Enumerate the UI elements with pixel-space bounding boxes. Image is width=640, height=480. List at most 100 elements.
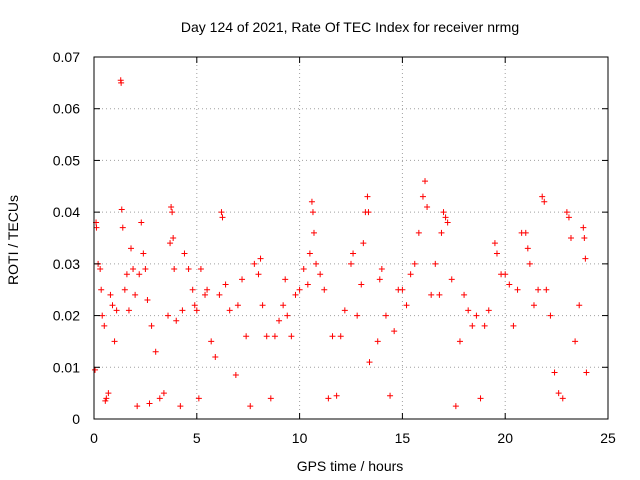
x-tick-label: 20 bbox=[497, 430, 513, 446]
data-point bbox=[438, 229, 445, 236]
data-point bbox=[310, 229, 317, 236]
data-point bbox=[251, 260, 258, 267]
data-point bbox=[436, 291, 443, 298]
data-point bbox=[309, 209, 316, 216]
x-tick-label: 5 bbox=[193, 430, 201, 446]
data-point bbox=[424, 203, 431, 210]
data-point bbox=[113, 307, 120, 314]
data-point bbox=[559, 395, 566, 402]
data-point bbox=[502, 271, 509, 278]
data-point bbox=[102, 397, 109, 404]
data-point bbox=[99, 312, 106, 319]
data-point bbox=[419, 193, 426, 200]
data-point bbox=[259, 302, 266, 309]
data-point bbox=[226, 307, 233, 314]
data-point bbox=[376, 276, 383, 283]
data-point bbox=[358, 281, 365, 288]
data-point bbox=[354, 312, 361, 319]
data-point bbox=[140, 250, 147, 257]
data-point bbox=[152, 348, 159, 355]
y-tick-label: 0.05 bbox=[53, 152, 80, 168]
data-point bbox=[167, 240, 174, 247]
data-point bbox=[477, 395, 484, 402]
data-point bbox=[97, 266, 104, 273]
data-point bbox=[134, 403, 141, 410]
plot-frame bbox=[93, 56, 609, 420]
data-point bbox=[280, 302, 287, 309]
y-tick-label: 0.04 bbox=[53, 204, 80, 220]
data-point bbox=[179, 307, 186, 314]
data-point bbox=[109, 302, 116, 309]
data-point bbox=[364, 193, 371, 200]
data-point bbox=[440, 209, 447, 216]
data-point bbox=[136, 271, 143, 278]
data-point bbox=[510, 322, 517, 329]
y-axis: 0 0.01 0.02 0.03 0.04 0.05 0.06 0.07 bbox=[53, 49, 608, 427]
data-point bbox=[382, 312, 389, 319]
data-point bbox=[567, 235, 574, 241]
y-tick-label: 0.06 bbox=[53, 101, 80, 117]
data-point bbox=[348, 260, 354, 267]
data-point bbox=[296, 286, 303, 293]
data-point bbox=[583, 369, 590, 376]
data-point bbox=[239, 276, 246, 283]
data-point bbox=[337, 333, 344, 340]
data-point bbox=[282, 276, 289, 283]
data-point bbox=[218, 209, 225, 216]
data-point bbox=[101, 322, 108, 329]
y-axis-label: ROTI / TECUs bbox=[5, 195, 21, 285]
data-point bbox=[171, 266, 178, 273]
data-point bbox=[452, 403, 459, 410]
data-point bbox=[284, 312, 291, 319]
data-point bbox=[118, 79, 125, 86]
data-point bbox=[208, 338, 215, 345]
data-point bbox=[524, 245, 531, 252]
data-point bbox=[92, 366, 99, 373]
x-axis-label: GPS time / hours bbox=[297, 458, 404, 474]
data-point bbox=[165, 312, 172, 319]
data-point bbox=[448, 276, 455, 283]
data-point bbox=[98, 286, 105, 293]
data-point bbox=[292, 291, 299, 298]
data-point bbox=[181, 250, 188, 257]
x-tick-label: 25 bbox=[600, 430, 616, 446]
data-point bbox=[111, 338, 118, 345]
chart-title: Day 124 of 2021, Rate Of TEC Index for r… bbox=[181, 19, 519, 35]
data-point bbox=[432, 260, 439, 267]
data-point bbox=[125, 307, 132, 314]
data-point bbox=[391, 328, 398, 335]
data-point bbox=[107, 291, 114, 298]
x-tick-label: 10 bbox=[292, 430, 308, 446]
data-point bbox=[156, 395, 163, 402]
data-point bbox=[539, 193, 546, 200]
data-point bbox=[234, 302, 241, 309]
data-point bbox=[317, 271, 324, 278]
data-point bbox=[308, 198, 315, 205]
data-point bbox=[216, 291, 223, 298]
data-point bbox=[177, 403, 184, 410]
data-point bbox=[144, 297, 151, 304]
data-point bbox=[422, 178, 429, 185]
data-point bbox=[128, 245, 135, 252]
data-point bbox=[360, 240, 367, 247]
data-point bbox=[485, 307, 492, 314]
data-point bbox=[300, 266, 307, 273]
data-point bbox=[580, 224, 587, 231]
data-point bbox=[481, 322, 488, 329]
data-point bbox=[118, 206, 125, 213]
data-point bbox=[321, 286, 328, 293]
data-point bbox=[103, 395, 110, 402]
data-point bbox=[138, 219, 145, 226]
data-point bbox=[202, 291, 209, 298]
data-point bbox=[243, 333, 250, 340]
data-point bbox=[169, 209, 176, 216]
data-point bbox=[276, 317, 283, 324]
data-point bbox=[365, 209, 372, 216]
data-point bbox=[306, 250, 313, 257]
y-tick-label: 0.07 bbox=[53, 49, 80, 65]
data-point bbox=[399, 286, 406, 293]
data-point bbox=[551, 369, 558, 376]
data-point bbox=[170, 235, 177, 241]
data-point bbox=[341, 307, 348, 314]
